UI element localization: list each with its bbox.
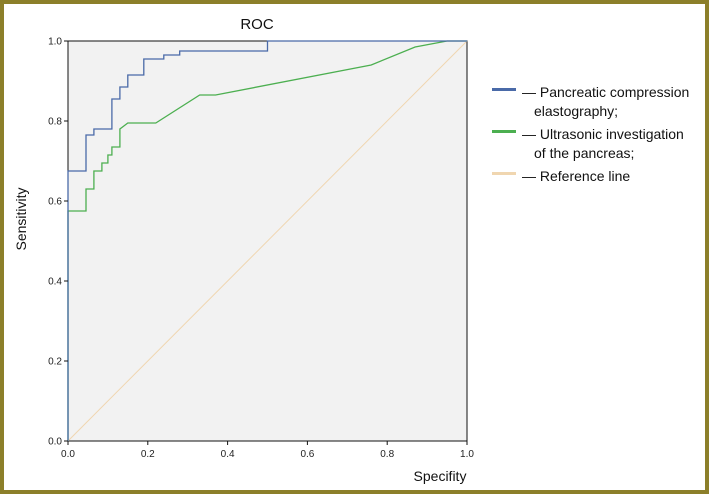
- x-tick-label: 0.6: [300, 449, 314, 460]
- x-tick-label: 0.8: [380, 449, 394, 460]
- y-tick-label: 0.6: [48, 197, 62, 208]
- legend-swatch-1: [492, 88, 516, 91]
- series-line-2: [67, 40, 467, 441]
- y-tick-label: 0.8: [48, 117, 62, 128]
- y-axis-title: Sensitivity: [13, 187, 29, 250]
- tick-layer: 0.0 0.2 0.4 0.6 0.8 1.0 0.0 0.2 0.4 0.6 0.8 1.0: [48, 37, 474, 461]
- x-tick-label: 0.4: [221, 449, 235, 460]
- x-tick-label: 0.0: [61, 449, 75, 460]
- legend-swatch-2: [492, 130, 516, 133]
- y-tick-label: 0.4: [48, 277, 62, 288]
- legend-swatch-3: [492, 172, 516, 175]
- legend-label: elastography;: [534, 103, 618, 119]
- series-line-3: [67, 40, 468, 442]
- series-layer: [67, 40, 468, 442]
- legend-label: — Ultrasonic investigation: [522, 126, 684, 142]
- series-line-1: [67, 40, 467, 441]
- legend: — Pancreatic compression elastography; — U…: [492, 84, 689, 184]
- x-axis-title: Specifity: [414, 468, 467, 484]
- legend-label: — Pancreatic compression: [522, 84, 689, 100]
- roc-chart: ROC 0.0 0.2 0.4 0.6 0.8 1.0 0.0 0.2 0.4 0.6 0.8 1.0…: [13, 16, 689, 484]
- y-tick-label: 1.0: [48, 37, 62, 48]
- x-tick-label: 1.0: [460, 449, 474, 460]
- legend-label: of the pancreas;: [534, 145, 634, 161]
- chart-title: ROC: [240, 16, 274, 33]
- y-tick-label: 0.2: [48, 357, 62, 368]
- y-tick-label: 0.0: [48, 437, 62, 448]
- legend-label: — Reference line: [522, 168, 630, 184]
- x-tick-label: 0.2: [141, 449, 155, 460]
